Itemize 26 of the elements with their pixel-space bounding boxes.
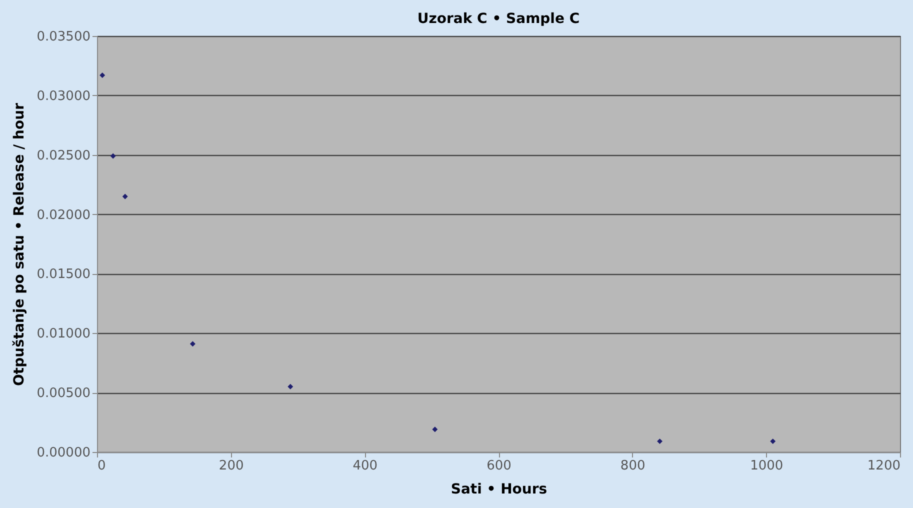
x-tick-label: 1200 <box>867 458 900 474</box>
x-tick-label: 200 <box>218 458 244 474</box>
x-tick-label: 0 <box>98 458 106 474</box>
y-tick-label: 0.01500 <box>36 267 90 282</box>
x-tick-label: 1000 <box>750 458 784 474</box>
y-tick-label: 0.02500 <box>36 148 90 164</box>
x-tick-label: 400 <box>352 458 378 474</box>
point <box>110 153 116 159</box>
y-tick-label: 0.01000 <box>36 326 90 342</box>
y-tick-label: 0.00500 <box>36 386 90 402</box>
chart-title: Uzorak C • Sample C <box>417 11 580 27</box>
point <box>122 194 128 200</box>
y-tick-label: 0.03500 <box>36 30 90 44</box>
y-tick-label: 0.00000 <box>36 446 90 460</box>
y-axis-title: Otpuštanje po satu • Release / hour <box>12 102 28 386</box>
point <box>100 72 106 78</box>
x-axis-title: Sati • Hours <box>450 482 548 498</box>
y-tick-label: 0.02000 <box>36 208 90 223</box>
y-tick-label: 0.03000 <box>36 88 90 104</box>
point <box>288 384 294 390</box>
point <box>657 438 663 444</box>
point <box>432 426 438 432</box>
point <box>770 438 776 444</box>
point <box>190 341 196 347</box>
x-tick-label: 800 <box>620 458 646 474</box>
x-tick-label: 600 <box>486 458 512 474</box>
